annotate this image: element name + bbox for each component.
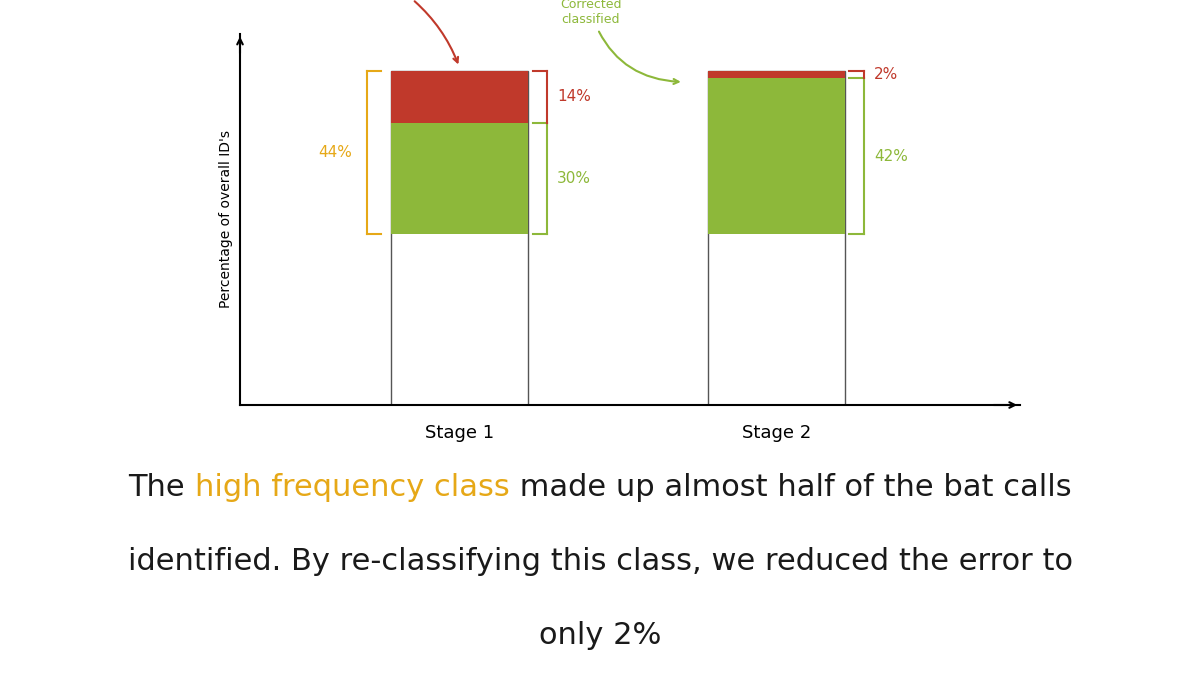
Bar xyxy=(708,78,845,234)
Text: The: The xyxy=(128,472,194,502)
Text: Stage 2: Stage 2 xyxy=(742,424,811,441)
Bar xyxy=(391,71,528,123)
Text: 14%: 14% xyxy=(557,89,590,105)
Bar xyxy=(391,71,528,405)
Text: high frequency class: high frequency class xyxy=(194,472,510,502)
Bar xyxy=(708,71,845,78)
Text: Corrected
classified: Corrected classified xyxy=(560,0,678,84)
Bar xyxy=(391,123,528,234)
Text: identified. By re-classifying this class, we reduced the error to: identified. By re-classifying this class… xyxy=(127,547,1073,576)
Text: 44%: 44% xyxy=(318,145,352,160)
Bar xyxy=(708,71,845,405)
Text: 30%: 30% xyxy=(557,171,590,186)
Text: made up almost half of the bat calls: made up almost half of the bat calls xyxy=(510,472,1072,502)
Text: Stage 1: Stage 1 xyxy=(425,424,494,441)
Text: only 2%: only 2% xyxy=(539,621,661,650)
Text: Incorrectly classified: Incorrectly classified xyxy=(336,0,466,62)
Y-axis label: Percentage of overall ID's: Percentage of overall ID's xyxy=(220,130,233,308)
Text: 42%: 42% xyxy=(874,148,907,164)
Text: 2%: 2% xyxy=(874,67,898,82)
